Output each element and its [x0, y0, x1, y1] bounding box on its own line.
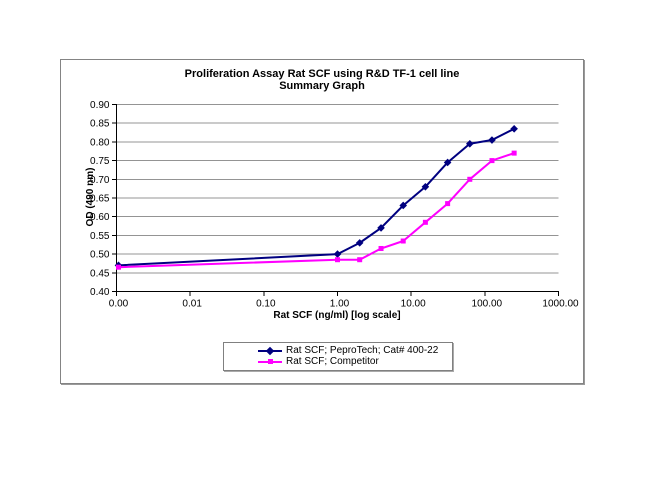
- series-line-1: [118, 127, 515, 267]
- data-point-square: [116, 264, 121, 270]
- x-tick-label: 0.01: [182, 299, 202, 310]
- data-point-diamond: [355, 239, 364, 247]
- data-point-square: [467, 176, 473, 182]
- data-point-square: [357, 257, 363, 263]
- y-tick-label: 0.60: [90, 212, 110, 223]
- x-tick-label: 100.00: [472, 299, 503, 310]
- diamond-marker-icon: [265, 346, 275, 355]
- chart-title-line2: Summary Graph: [279, 80, 365, 92]
- data-point-diamond: [421, 182, 430, 191]
- legend-entry-peprotech: Rat SCF; PeproTech; Cat# 400-22: [224, 345, 452, 356]
- data-point-diamond: [443, 158, 452, 167]
- y-tick-label: 0.40: [90, 287, 110, 298]
- chart-title: Proliferation Assay Rat SCF using R&D TF…: [61, 68, 583, 92]
- data-point-square: [422, 219, 428, 225]
- y-tick-label: 0.85: [90, 119, 110, 130]
- data-point-diamond: [510, 125, 518, 133]
- series1-line-sample: [258, 346, 282, 355]
- y-tick-label: 0.45: [90, 268, 110, 279]
- plot-area: 0.90 0.85 0.80 0.75 0.70 0.65 0.60 0.55 0.50 0.45…: [90, 100, 579, 310]
- data-point-diamond: [399, 201, 408, 210]
- legend-label-series1: Rat SCF; PeproTech; Cat# 400-22: [286, 345, 439, 356]
- y-tick-label: 0.50: [90, 250, 110, 261]
- data-point-square: [400, 238, 406, 244]
- y-tick-label: 0.75: [90, 156, 110, 167]
- series-line-2: [118, 152, 515, 269]
- data-point-square: [335, 257, 340, 263]
- x-axis-title: Rat SCF (ng/ml) [log scale]: [273, 310, 401, 321]
- y-tick-label: 0.65: [90, 194, 110, 205]
- chart-title-line1: Proliferation Assay Rat SCF using R&D TF…: [184, 68, 460, 80]
- data-point-diamond: [377, 224, 385, 232]
- x-tick-label: 0.00: [109, 299, 129, 310]
- data-point-square: [445, 201, 451, 207]
- data-point-diamond: [333, 250, 342, 258]
- data-point-square: [489, 158, 495, 164]
- x-tick-label: 1000.00: [542, 299, 579, 310]
- y-tick-label: 0.80: [90, 137, 110, 148]
- chart-container: Proliferation Assay Rat SCF using R&D TF…: [60, 59, 584, 384]
- x-tick-label: 1.00: [330, 299, 350, 310]
- data-point-square: [378, 245, 384, 251]
- y-tick-label: 0.90: [90, 100, 110, 111]
- y-tick-label: 0.55: [90, 231, 110, 242]
- square-marker-icon: [267, 359, 273, 364]
- legend: Rat SCF; PeproTech; Cat# 400-22 Rat SCF;…: [223, 342, 453, 371]
- data-point-diamond: [488, 136, 496, 144]
- y-tick-label: 0.70: [90, 175, 110, 186]
- x-tick-label: 10.00: [401, 299, 426, 310]
- series2-line-sample: [258, 357, 282, 366]
- data-point-square: [511, 150, 517, 156]
- legend-label-series2: Rat SCF; Competitor: [286, 356, 379, 367]
- x-tick-label: 0.10: [256, 299, 276, 310]
- legend-entry-competitor: Rat SCF; Competitor: [224, 356, 452, 367]
